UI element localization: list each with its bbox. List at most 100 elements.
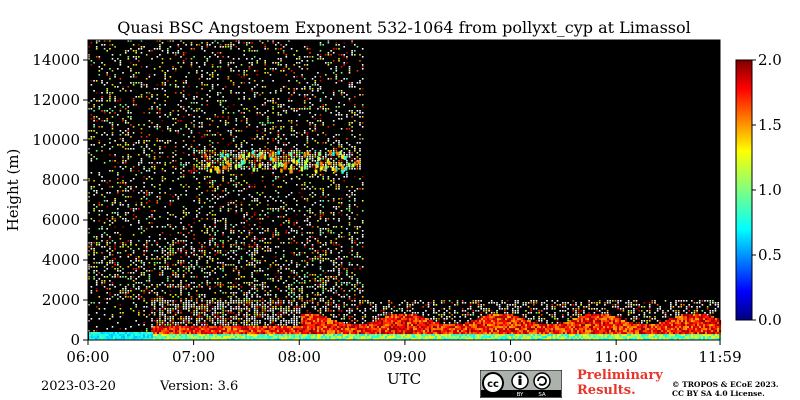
heatmap-cell xyxy=(222,56,224,58)
heatmap-cell xyxy=(277,104,280,106)
heatmap-cell xyxy=(161,178,164,180)
heatmap-cell xyxy=(264,134,266,136)
heatmap-cell xyxy=(201,126,203,128)
heatmap-cell xyxy=(246,318,248,320)
heatmap-cell xyxy=(309,258,311,260)
heatmap-cell xyxy=(164,254,166,256)
heatmap-cell xyxy=(235,156,238,158)
heatmap-cell xyxy=(259,322,261,324)
heatmap-cell xyxy=(338,252,340,254)
heatmap-cell xyxy=(293,312,295,314)
heatmap-cell xyxy=(296,308,298,310)
heatmap-cell xyxy=(264,48,266,50)
heatmap-cell xyxy=(101,274,103,276)
heatmap-cell xyxy=(364,316,367,318)
heatmap-cell xyxy=(193,248,195,250)
heatmap-cell xyxy=(111,316,114,318)
heatmap-cell xyxy=(119,290,122,292)
heatmap-cell xyxy=(359,304,361,306)
heatmap-cell xyxy=(148,314,151,316)
heatmap-cell xyxy=(172,316,174,318)
heatmap-cell xyxy=(206,118,209,120)
heatmap-cell xyxy=(338,220,340,222)
heatmap-cell xyxy=(148,120,151,122)
heatmap-cell xyxy=(106,100,108,102)
heatmap-cell xyxy=(288,238,290,240)
heatmap-cell xyxy=(264,324,266,326)
heatmap-cell xyxy=(203,84,206,86)
heatmap-cell xyxy=(348,218,351,220)
heatmap-cell xyxy=(296,232,298,234)
heatmap-cell xyxy=(253,162,256,164)
heatmap-cell xyxy=(198,312,201,314)
heatmap-cell xyxy=(277,298,280,300)
heatmap-cell xyxy=(119,216,122,218)
heatmap-cell xyxy=(301,152,303,154)
heatmap-cell xyxy=(261,286,264,288)
heatmap-cell xyxy=(90,64,93,66)
heatmap-cell xyxy=(361,184,364,186)
heatmap-cell xyxy=(224,154,227,156)
heatmap-cell xyxy=(190,252,193,254)
heatmap-cell xyxy=(167,324,169,326)
heatmap-cell xyxy=(217,300,219,302)
heatmap-cell xyxy=(277,314,280,316)
heatmap-cell xyxy=(298,152,301,154)
heatmap-cell xyxy=(217,304,219,306)
heatmap-cell xyxy=(319,278,322,280)
heatmap-cell xyxy=(290,304,293,306)
heatmap-cell xyxy=(135,186,137,188)
heatmap-cell xyxy=(322,288,324,290)
heatmap-cell xyxy=(351,116,353,118)
heatmap-cell xyxy=(172,240,174,242)
heatmap-cell xyxy=(119,104,122,106)
heatmap-cell xyxy=(148,140,151,142)
heatmap-cell xyxy=(124,122,127,124)
heatmap-cell xyxy=(325,236,327,238)
heatmap-cell xyxy=(209,130,211,132)
heatmap-cell xyxy=(140,290,143,292)
heatmap-cell xyxy=(256,316,259,318)
heatmap-cell xyxy=(264,322,266,324)
heatmap-cell xyxy=(209,316,211,318)
heatmap-cell xyxy=(214,302,216,304)
heatmap-cell xyxy=(98,296,101,298)
heatmap-cell xyxy=(235,212,238,214)
heatmap-cell xyxy=(354,112,356,114)
heatmap-cell xyxy=(317,286,319,288)
heatmap-cell xyxy=(346,62,348,64)
heatmap-cell xyxy=(359,116,361,118)
heatmap-cell xyxy=(143,166,145,168)
heatmap-cell xyxy=(135,76,137,78)
heatmap-cell xyxy=(359,288,361,290)
heatmap-cell xyxy=(106,328,108,330)
heatmap-cell xyxy=(211,298,214,300)
heatmap-cell xyxy=(138,142,140,144)
heatmap-cell xyxy=(280,160,282,162)
heatmap-cell xyxy=(201,156,203,158)
heatmap-cell xyxy=(253,318,256,320)
heatmap-cell xyxy=(135,296,137,298)
heatmap-cell xyxy=(143,322,145,324)
heatmap-cell xyxy=(188,322,190,324)
heatmap-cell xyxy=(306,166,309,168)
heatmap-cell xyxy=(309,208,311,210)
heatmap-cell xyxy=(354,314,356,316)
heatmap-cell xyxy=(261,136,264,138)
heatmap-cell xyxy=(346,174,348,176)
heatmap-cell xyxy=(193,48,195,50)
heatmap-cell xyxy=(169,284,172,286)
heatmap-cell xyxy=(117,298,119,300)
heatmap-cell xyxy=(335,106,338,108)
heatmap-cell xyxy=(351,320,353,322)
heatmap-cell xyxy=(209,134,211,136)
heatmap-cell xyxy=(290,70,293,72)
heatmap-cell xyxy=(322,122,324,124)
heatmap-cell xyxy=(243,180,245,182)
heatmap-cell xyxy=(332,142,335,144)
heatmap-cell xyxy=(217,316,219,318)
heatmap-cell xyxy=(232,316,235,318)
heatmap-cell xyxy=(246,122,248,124)
heatmap-cell xyxy=(319,54,322,56)
heatmap-cell xyxy=(256,218,259,220)
